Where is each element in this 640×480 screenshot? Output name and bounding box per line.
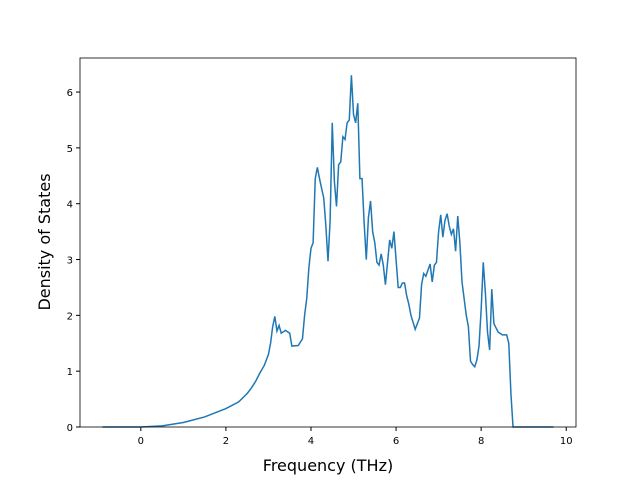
line bbox=[102, 75, 554, 428]
axes-frame bbox=[79, 57, 577, 428]
y-tick-label: 0 bbox=[67, 423, 73, 434]
x-tick-label: 2 bbox=[223, 436, 229, 447]
x-tick-label: 4 bbox=[308, 436, 314, 447]
y-tick-label: 6 bbox=[67, 88, 73, 99]
x-tick-label: 0 bbox=[138, 436, 144, 447]
x-axis-label: Frequency (THz) bbox=[263, 456, 393, 475]
y-tick-label: 5 bbox=[67, 144, 73, 155]
y-axis-label: Density of States bbox=[35, 173, 54, 310]
x-tick-label: 6 bbox=[393, 436, 399, 447]
y-tick-label: 4 bbox=[67, 200, 73, 211]
x-tick-label: 8 bbox=[478, 436, 484, 447]
y-tick-label: 3 bbox=[67, 256, 73, 267]
x-tick-label: 10 bbox=[560, 436, 573, 447]
y-tick-label: 2 bbox=[67, 311, 73, 322]
y-tick-label: 1 bbox=[67, 367, 73, 378]
